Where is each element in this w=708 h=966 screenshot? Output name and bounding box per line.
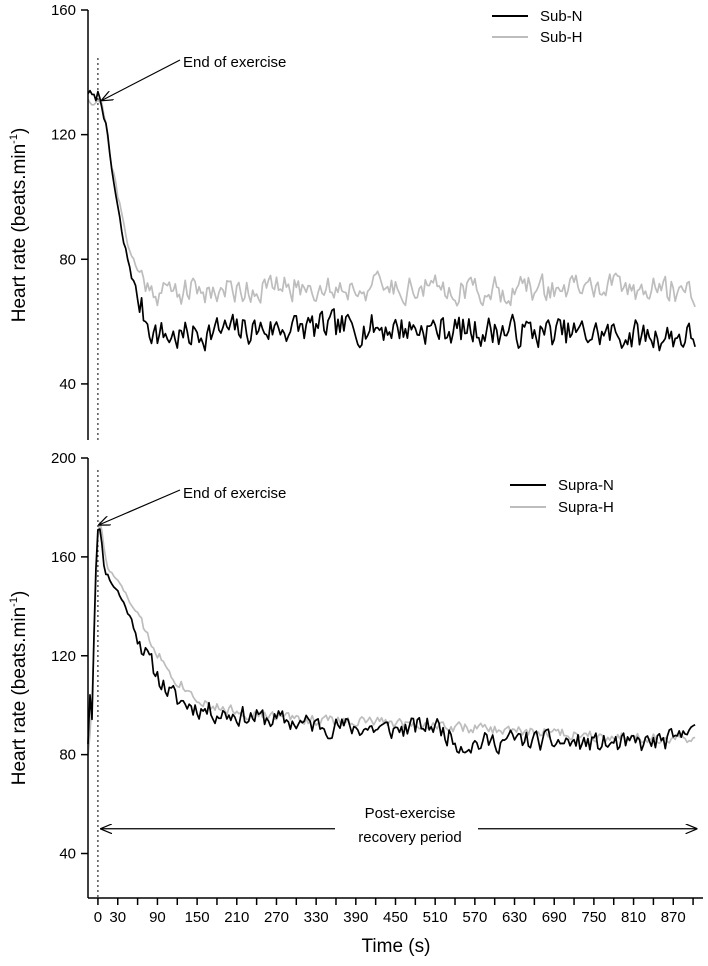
top-end-of-exercise-arrow [102, 59, 181, 100]
y-tick-label: 160 [51, 549, 76, 566]
bottom-legend: Supra-N Supra-H [510, 477, 614, 516]
x-tick-label: 510 [423, 909, 448, 926]
x-tick-label: 30 [109, 909, 126, 926]
x-tick-label: 210 [224, 909, 249, 926]
y-tick-label: 200 [51, 450, 76, 467]
series-line-sub-n [87, 89, 696, 352]
x-tick-label: 270 [264, 909, 289, 926]
bottom-panel: 40 80 120 160 200 0 30 90 150 210 270 330 390 450 510… [8, 450, 703, 957]
top-series-group [87, 89, 696, 352]
x-tick-label: 150 [185, 909, 210, 926]
x-tick-label: 390 [343, 909, 368, 926]
bottom-x-ticks: 0 30 90 150 210 270 330 390 450 510 570 630 690 750 81… [94, 898, 694, 926]
legend-label-supra-n: Supra-N [558, 477, 614, 494]
y-tick-label: 80 [59, 747, 76, 764]
y-tick-label: 40 [59, 376, 76, 393]
x-tick-label: 690 [542, 909, 567, 926]
bottom-y-axis-title: Heart rate (beats.min-1) [8, 591, 30, 786]
x-tick-label: 810 [621, 909, 646, 926]
series-line-sub-h [87, 98, 696, 308]
x-tick-label: 570 [462, 909, 487, 926]
top-legend: Sub-N Sub-H [492, 8, 583, 46]
bottom-series-group [87, 521, 696, 756]
bottom-end-of-exercise-label: End of exercise [183, 485, 286, 502]
y-tick-label: 80 [59, 251, 76, 268]
recovery-period-annotation: Post-exercise recovery period [101, 805, 696, 846]
bottom-y-ticks: 40 80 120 160 200 [51, 450, 88, 863]
series-line-supra-h [87, 521, 696, 756]
x-tick-label: 630 [502, 909, 527, 926]
x-tick-label: 90 [149, 909, 166, 926]
x-tick-label: 870 [661, 909, 686, 926]
y-tick-label: 120 [51, 648, 76, 665]
x-tick-label: 0 [94, 909, 102, 926]
series-line-supra-n [87, 528, 696, 755]
legend-label-sub-h: Sub-H [540, 29, 583, 46]
recovery-label-line1: Post-exercise [365, 805, 456, 822]
top-end-of-exercise-label: End of exercise [183, 54, 286, 71]
y-tick-label: 40 [59, 846, 76, 863]
bottom-end-of-exercise-arrow [99, 489, 181, 525]
x-axis-title: Time (s) [362, 936, 431, 957]
x-tick-label: 330 [304, 909, 329, 926]
y-tick-label: 160 [51, 2, 76, 19]
legend-label-supra-h: Supra-H [558, 499, 614, 516]
top-y-axis-title: Heart rate (beats.min-1) [8, 128, 30, 323]
x-tick-label: 750 [581, 909, 606, 926]
y-tick-label: 120 [51, 127, 76, 144]
recovery-label-line2: recovery period [358, 829, 461, 846]
top-panel: 40 80 120 160 Heart rate (beats.min-1) End … [8, 2, 696, 440]
legend-label-sub-n: Sub-N [540, 8, 583, 25]
top-y-ticks: 40 80 120 160 [51, 2, 88, 393]
x-tick-label: 450 [383, 909, 408, 926]
